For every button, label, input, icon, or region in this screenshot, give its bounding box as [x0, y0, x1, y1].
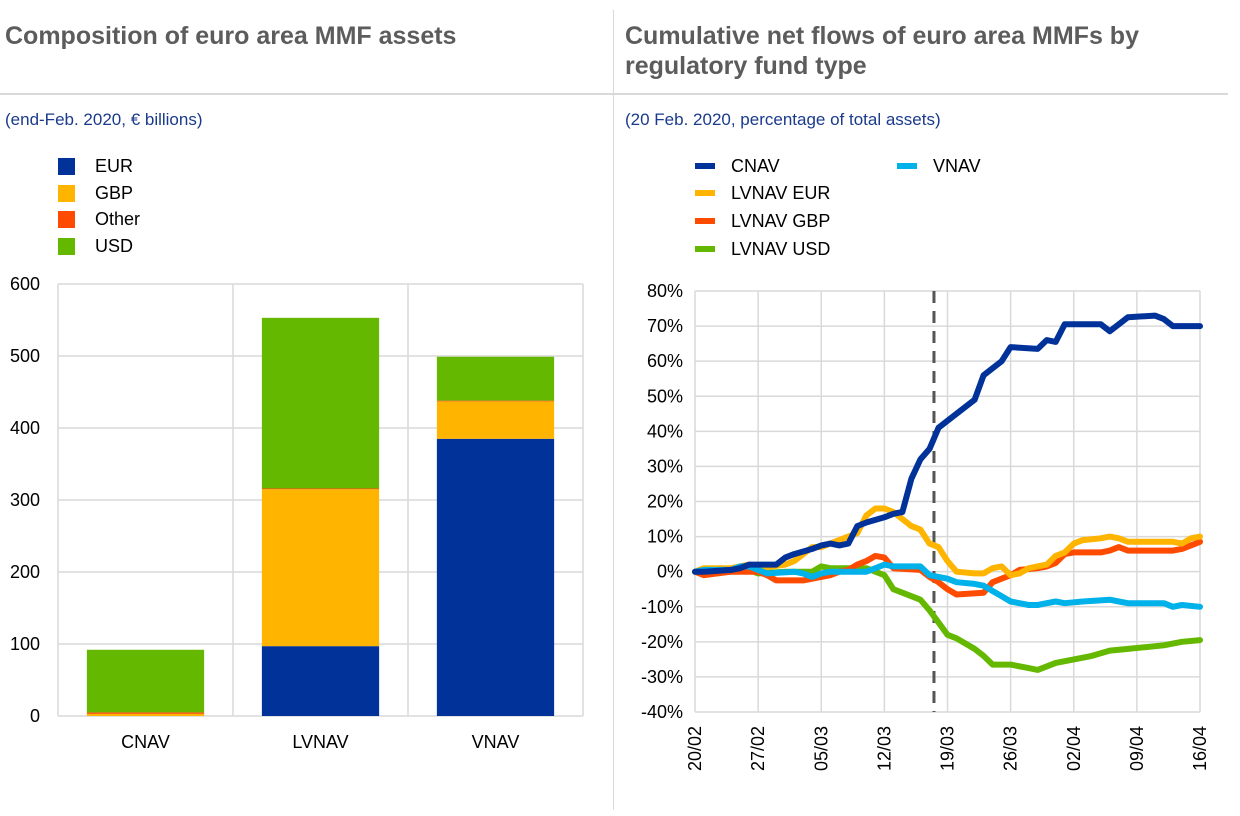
x-tick-label: 09/04 [1127, 726, 1147, 771]
left-chart-subtitle: (end-Feb. 2020, € billions) [5, 110, 203, 129]
series-line-vnav [692, 561, 1203, 610]
y-tick-label: 10% [647, 527, 683, 547]
right-title-line-2: regulatory fund type [625, 52, 867, 80]
bar-chart: 0 100 200 300 400 500 600 CNAV LVNAV VNAV [10, 274, 584, 752]
bar-segment-lvnav-gbp [261, 489, 380, 647]
legend-label-other: Other [95, 208, 141, 229]
x-tick-label: 26/03 [1001, 726, 1021, 771]
legend-item-usd: USD [58, 233, 133, 259]
bar-segment-lvnav-eur [261, 646, 380, 716]
legend-swatch-gbp [58, 184, 75, 202]
bar-segment-vnav-gbp [436, 401, 555, 439]
legend-item-other: Other [58, 206, 140, 232]
legend-item-lvnav-eur: LVNAV EUR [695, 180, 830, 206]
legend-item-gbp: GBP [58, 180, 133, 206]
legend-swatch-vnav [897, 163, 917, 169]
y-tick-label: 80% [647, 281, 683, 301]
legend-swatch-eur [58, 157, 75, 175]
y-tick-label: -30% [641, 667, 683, 687]
x-tick-label: VNAV [472, 732, 520, 752]
x-tick-label: 20/02 [685, 726, 705, 771]
right-chart-subtitle: (20 Feb. 2020, percentage of total asset… [625, 110, 941, 129]
series-line-cnav [692, 312, 1203, 575]
y-tick-label: -40% [641, 702, 683, 722]
x-tick-label: CNAV [121, 732, 170, 752]
y-tick-label: 30% [647, 456, 683, 476]
bar-segment-vnav-usd [436, 356, 555, 401]
legend-label-gbp: GBP [95, 182, 134, 203]
legend-label-usd: USD [95, 235, 134, 256]
bar-segment-vnav-other [436, 400, 555, 402]
x-tick-label: LVNAV [292, 732, 348, 752]
y-tick-label: -20% [641, 632, 683, 652]
y-tick-label: 20% [647, 492, 683, 512]
x-tick-label: 27/02 [748, 726, 768, 771]
legend-item-cnav: CNAV [695, 153, 780, 179]
x-tick-label: 19/03 [938, 726, 958, 771]
bar-segment-cnav-usd [86, 649, 205, 713]
y-tick-label: 50% [647, 386, 683, 406]
bar-segment-cnav-gbp [86, 713, 205, 716]
legend-swatch-lvnav-usd [695, 246, 715, 252]
y-tick-label: 0 [30, 706, 40, 726]
legend-swatch-other [58, 210, 75, 228]
bar-segment-vnav-eur [436, 438, 555, 716]
y-tick-label: 60% [647, 351, 683, 371]
y-tick-label: 40% [647, 421, 683, 441]
y-tick-label: 600 [10, 274, 40, 294]
y-tick-label: 100 [10, 634, 40, 654]
y-tick-label: 0% [657, 562, 683, 582]
legend-label-lvnav-gbp: LVNAV GBP [731, 210, 831, 231]
legend-item-lvnav-gbp: LVNAV GBP [695, 208, 830, 234]
series-line-lvnav-gbp [692, 538, 1203, 598]
header-divider [0, 93, 1228, 95]
y-tick-label: 500 [10, 346, 40, 366]
bar-segment-lvnav-usd [261, 317, 380, 489]
legend-swatch-lvnav-gbp [695, 218, 715, 224]
y-tick-label: -10% [641, 597, 683, 617]
line-chart: -40% -30% -20% -10% 0% 10% 20% 30% 40% 50% 60% 70% 8… [641, 281, 1210, 771]
legend-label-lvnav-usd: LVNAV USD [731, 238, 831, 259]
legend-label-lvnav-eur: LVNAV EUR [731, 182, 831, 203]
legend-swatch-lvnav-eur [695, 190, 715, 196]
bar-segment-lvnav-other [261, 488, 380, 490]
x-tick-label: 12/03 [874, 726, 894, 771]
legend-item-eur: EUR [58, 153, 133, 179]
right-chart-title: Cumulative net flows of euro area MMFs b… [625, 21, 1139, 81]
legend-swatch-usd [58, 237, 75, 255]
y-tick-label: 70% [647, 316, 683, 336]
y-tick-label: 300 [10, 490, 40, 510]
x-tick-label: 02/04 [1064, 726, 1084, 771]
legend-item-vnav: VNAV [897, 153, 981, 179]
panel-divider [613, 10, 614, 810]
legend-label-vnav: VNAV [933, 155, 981, 176]
legend-swatch-cnav [695, 163, 715, 169]
legend-label-cnav: CNAV [731, 155, 780, 176]
x-tick-label: 05/03 [811, 726, 831, 771]
y-tick-label: 200 [10, 562, 40, 582]
legend-item-lvnav-usd: LVNAV USD [695, 236, 830, 262]
right-title-line-1: Cumulative net flows of euro area MMFs b… [625, 22, 1139, 50]
y-tick-label: 400 [10, 418, 40, 438]
left-chart-title: Composition of euro area MMF assets [5, 22, 457, 50]
x-tick-label: 16/04 [1190, 726, 1210, 771]
bar-segment-cnav-other [86, 712, 205, 714]
legend-label-eur: EUR [95, 155, 134, 176]
